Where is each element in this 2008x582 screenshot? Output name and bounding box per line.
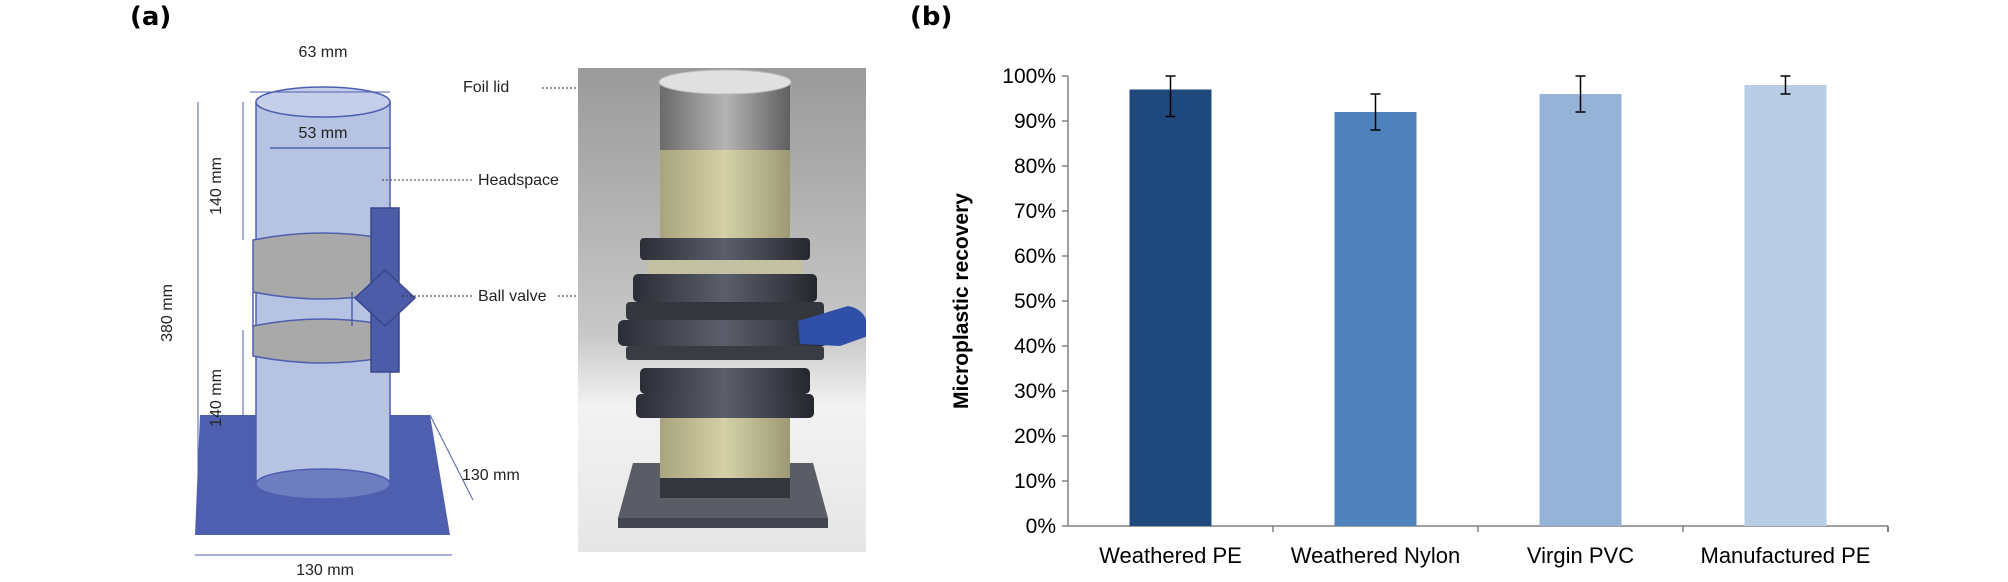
y-tick-label: 70% bbox=[1014, 200, 1056, 223]
cylinder-bottom-rim bbox=[255, 468, 391, 500]
dim-base-width: 130 mm bbox=[296, 562, 354, 575]
error-bar bbox=[1370, 93, 1381, 131]
dim-total-height: 380 mm bbox=[159, 284, 176, 342]
y-tick-label: 10% bbox=[1014, 470, 1056, 493]
y-tick-label: 0% bbox=[1026, 515, 1056, 538]
y-tick-label: 40% bbox=[1014, 335, 1056, 358]
y-tick-label: 30% bbox=[1014, 380, 1056, 403]
label-ball-valve: Ball valve bbox=[478, 288, 547, 305]
x-category-label: Virgin PVC bbox=[1527, 543, 1634, 568]
y-tick-label: 20% bbox=[1014, 425, 1056, 448]
x-category-label: Weathered Nylon bbox=[1291, 543, 1461, 568]
y-tick-label: 80% bbox=[1014, 155, 1056, 178]
panel-b-label: (b) bbox=[910, 2, 953, 32]
recovery-bar-chart: 0% 10% 20% 30% 40% 50% 60% 70% 80% 90% 100% Weathe… bbox=[950, 65, 1889, 568]
column-photograph bbox=[578, 68, 866, 552]
bar-weathered-nylon bbox=[1334, 112, 1417, 526]
ball-valve-handle bbox=[353, 268, 417, 328]
dim-base-depth: 130 mm bbox=[462, 467, 520, 484]
error-bar bbox=[1575, 75, 1586, 113]
panel-a-label: (a) bbox=[130, 2, 172, 32]
column-schematic-diagram: 63 mm 53 mm 380 mm 140 mm 140 mm 130 mm … bbox=[159, 44, 520, 575]
error-bar bbox=[1165, 75, 1176, 118]
x-category-label: Weathered PE bbox=[1099, 543, 1242, 568]
dim-lower-section: 140 mm bbox=[208, 369, 225, 427]
dim-outer-diameter: 63 mm bbox=[299, 44, 348, 61]
y-tick-label: 100% bbox=[1002, 65, 1056, 88]
dim-inner-diameter: 53 mm bbox=[299, 125, 348, 142]
y-tick-label: 90% bbox=[1014, 110, 1056, 133]
y-tick-label: 60% bbox=[1014, 245, 1056, 268]
photo-annotations: Foil lid Headspace Ball valve bbox=[382, 79, 668, 305]
label-foil-lid: Foil lid bbox=[463, 79, 509, 96]
bar-manufactured-pe bbox=[1744, 85, 1827, 526]
label-headspace: Headspace bbox=[478, 172, 559, 189]
y-axis-title: Microplastic recovery bbox=[950, 193, 973, 409]
bar-weathered-pe bbox=[1129, 89, 1212, 526]
error-bar bbox=[1780, 75, 1791, 95]
y-tick-label: 50% bbox=[1014, 290, 1056, 313]
bar-virgin-pvc bbox=[1539, 94, 1622, 526]
dim-upper-section: 140 mm bbox=[208, 157, 225, 215]
cylinder-top-rim bbox=[255, 86, 391, 118]
x-category-label: Manufactured PE bbox=[1701, 543, 1871, 568]
